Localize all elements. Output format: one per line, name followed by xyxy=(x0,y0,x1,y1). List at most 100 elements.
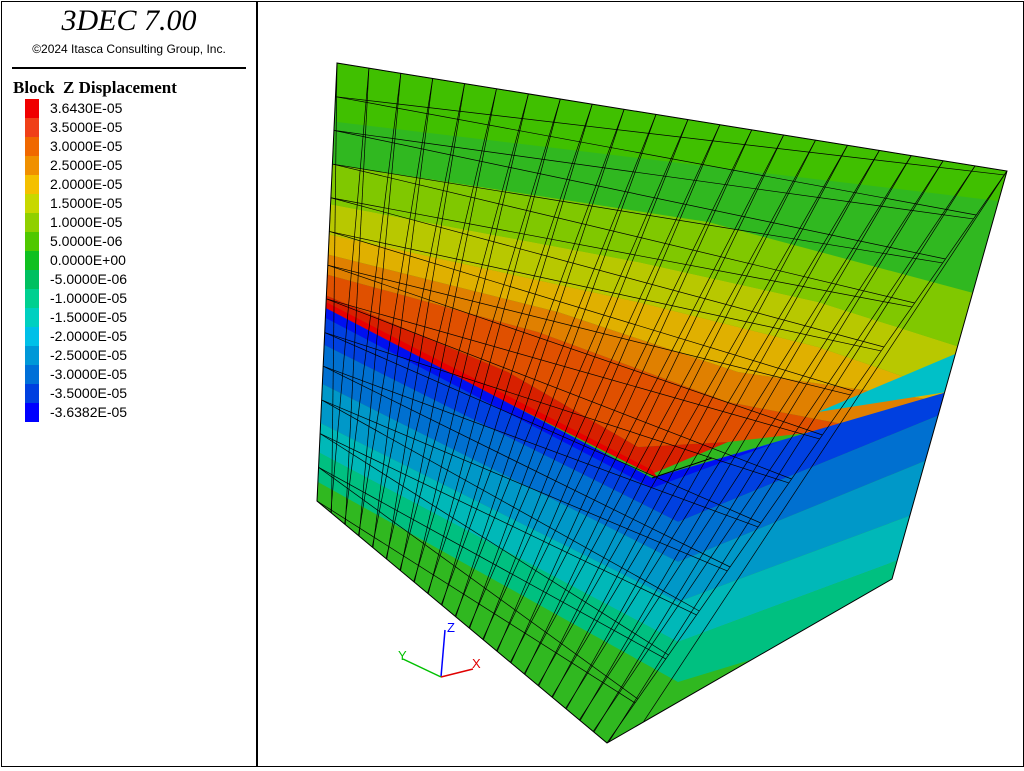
axes-triad: Z Y X xyxy=(398,620,481,678)
mesh-line xyxy=(372,78,434,548)
mesh-line xyxy=(321,399,728,572)
block-contours xyxy=(317,63,1007,743)
band xyxy=(318,252,948,427)
mesh-line xyxy=(579,155,912,721)
divider xyxy=(12,67,246,69)
band xyxy=(337,63,1007,202)
mesh-line xyxy=(335,96,1005,176)
mesh-line xyxy=(469,114,657,629)
legend-swatch xyxy=(25,289,39,308)
mesh-line xyxy=(399,93,529,571)
band xyxy=(318,342,947,562)
mesh-line xyxy=(454,114,657,617)
mesh-line xyxy=(483,119,689,640)
mesh-line xyxy=(413,98,561,582)
mesh-line xyxy=(510,134,784,663)
mesh-line xyxy=(496,129,753,651)
band xyxy=(318,162,1007,362)
legend-swatch xyxy=(25,118,39,137)
band xyxy=(318,304,947,522)
legend-panel: 3DEC 7.00 ©2024 Itasca Consulting Group,… xyxy=(1,1,257,767)
axis-label: X xyxy=(472,656,481,671)
mesh-line xyxy=(332,163,943,264)
mesh-line xyxy=(335,96,977,216)
mesh-line xyxy=(358,78,434,536)
mesh-line xyxy=(552,145,848,698)
legend-swatch xyxy=(25,384,39,403)
legend-label: 3.0000E-05 xyxy=(50,138,123,154)
mesh-line xyxy=(333,130,946,260)
legend-swatch xyxy=(25,156,39,175)
mesh-line xyxy=(427,104,593,594)
mesh-line xyxy=(385,88,497,559)
mesh-line xyxy=(327,264,823,436)
legend-swatch xyxy=(25,232,39,251)
axis-label: Y xyxy=(398,648,407,663)
legend-swatch xyxy=(25,251,39,270)
app-title: 3DEC 7.00 xyxy=(61,4,197,37)
mesh-line xyxy=(524,134,784,675)
legend-swatch xyxy=(25,308,39,327)
mesh-line xyxy=(440,109,625,605)
mesh-line xyxy=(607,165,976,743)
mesh-line xyxy=(592,165,976,732)
legend-label: 0.0000E+00 xyxy=(50,252,126,268)
legend-label: -2.5000E-05 xyxy=(50,347,128,363)
mesh-line xyxy=(317,500,636,704)
legend-swatch xyxy=(25,346,39,365)
mesh-line xyxy=(321,399,700,612)
legend-label: -3.6382E-05 xyxy=(50,404,128,420)
band xyxy=(318,202,1007,402)
copyright: ©2024 Itasca Consulting Group, Inc. xyxy=(32,42,226,56)
mesh-line xyxy=(318,467,638,700)
band xyxy=(318,382,947,602)
x-axis xyxy=(440,668,474,678)
legend-label: -3.0000E-05 xyxy=(50,366,128,382)
legend-label: 3.6430E-05 xyxy=(50,100,123,116)
mesh-line xyxy=(565,150,880,710)
mesh-line xyxy=(358,73,402,537)
mesh-line xyxy=(324,332,761,524)
mesh-line xyxy=(482,124,721,640)
mesh-line xyxy=(329,231,854,392)
mesh-line xyxy=(565,155,912,709)
mesh-line xyxy=(318,467,666,660)
legend-swatch xyxy=(25,365,39,384)
mesh-line xyxy=(496,124,721,652)
mesh-line xyxy=(551,150,880,698)
mesh-line xyxy=(414,93,529,583)
mesh-line xyxy=(319,433,697,616)
legend-label: -1.5000E-05 xyxy=(50,309,128,325)
mesh-line xyxy=(400,88,497,571)
mesh-line xyxy=(593,160,944,733)
mesh-line xyxy=(537,145,848,686)
band xyxy=(318,232,948,402)
mesh-line xyxy=(386,83,465,560)
mesh-line xyxy=(326,298,820,440)
legend-swatch xyxy=(25,175,39,194)
mesh-line xyxy=(344,68,370,525)
legend-swatch xyxy=(25,270,39,289)
mesh-line xyxy=(455,109,625,617)
mesh-line xyxy=(322,365,731,568)
model-view: Z Y X xyxy=(256,1,1024,767)
band xyxy=(318,272,858,447)
legend-swatch xyxy=(25,213,39,232)
mesh-line xyxy=(329,231,882,352)
legend-label: 2.0000E-05 xyxy=(50,176,123,192)
mesh-line xyxy=(319,433,669,656)
mesh-line xyxy=(333,130,974,220)
model-canvas: Z Y X xyxy=(316,62,1008,744)
legend-swatch xyxy=(25,99,39,118)
mesh-line xyxy=(441,104,593,606)
legend-label: 3.5000E-05 xyxy=(50,119,123,135)
legend-label: 2.5000E-05 xyxy=(50,157,123,173)
joint-edge xyxy=(651,457,713,479)
mesh-line xyxy=(331,63,338,514)
legend-label: -2.0000E-05 xyxy=(50,328,128,344)
mesh-line xyxy=(330,197,912,308)
legend-label: 1.5000E-05 xyxy=(50,195,123,211)
band xyxy=(318,298,658,478)
legend-label: -5.0000E-06 xyxy=(50,271,128,287)
